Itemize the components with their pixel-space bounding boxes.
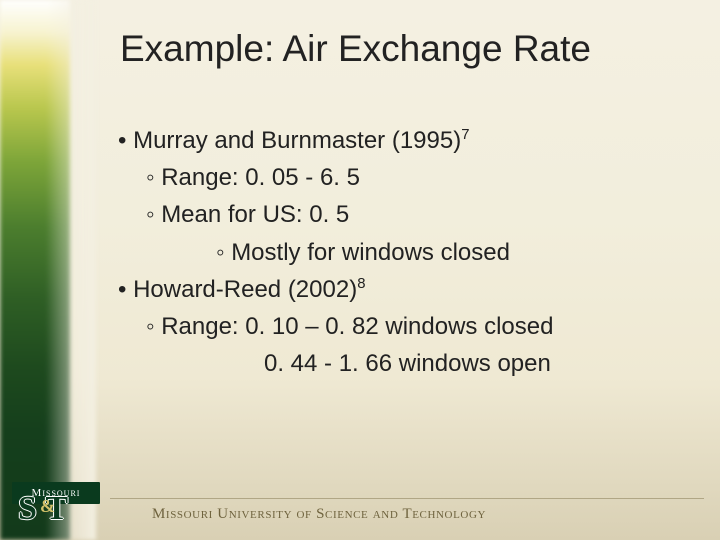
university-logo: Missouri S.T & [12,474,102,530]
bullet-text: Mostly for windows closed [231,239,510,266]
bullet-continuation: 0. 44 - 1. 66 windows open [118,345,680,382]
bullet-level2: Mean for US: 0. 5 [118,196,680,233]
bullet-level2: Range: 0. 05 - 6. 5 [118,159,680,196]
bullet-text: Howard-Reed (2002) [133,276,357,303]
slide-body: Murray and Burnmaster (1995)7 Range: 0. … [118,122,680,382]
bullet-level1: Howard-Reed (2002)8 [118,271,680,308]
bullet-text: 0. 44 - 1. 66 windows open [264,350,551,377]
citation-superscript: 8 [357,276,365,292]
logo-ampersand: & [40,496,55,517]
bullet-level3: Mostly for windows closed [118,234,680,271]
citation-superscript: 7 [461,127,469,143]
bullet-text: Murray and Burnmaster (1995) [133,127,461,154]
bullet-level2: Range: 0. 10 – 0. 82 windows closed [118,308,680,345]
footer-institution: Missouri University of Science and Techn… [152,506,486,523]
bullet-text: Mean for US: 0. 5 [161,201,349,228]
bullet-text: Range: 0. 10 – 0. 82 windows closed [161,313,553,340]
bullet-text: Range: 0. 05 - 6. 5 [161,164,360,191]
bullet-level1: Murray and Burnmaster (1995)7 [118,122,680,159]
slide-footer: Missouri University of Science and Techn… [0,472,720,540]
left-gradient-band [0,0,70,540]
footer-divider [110,498,704,499]
slide-title: Example: Air Exchange Rate [120,28,690,70]
